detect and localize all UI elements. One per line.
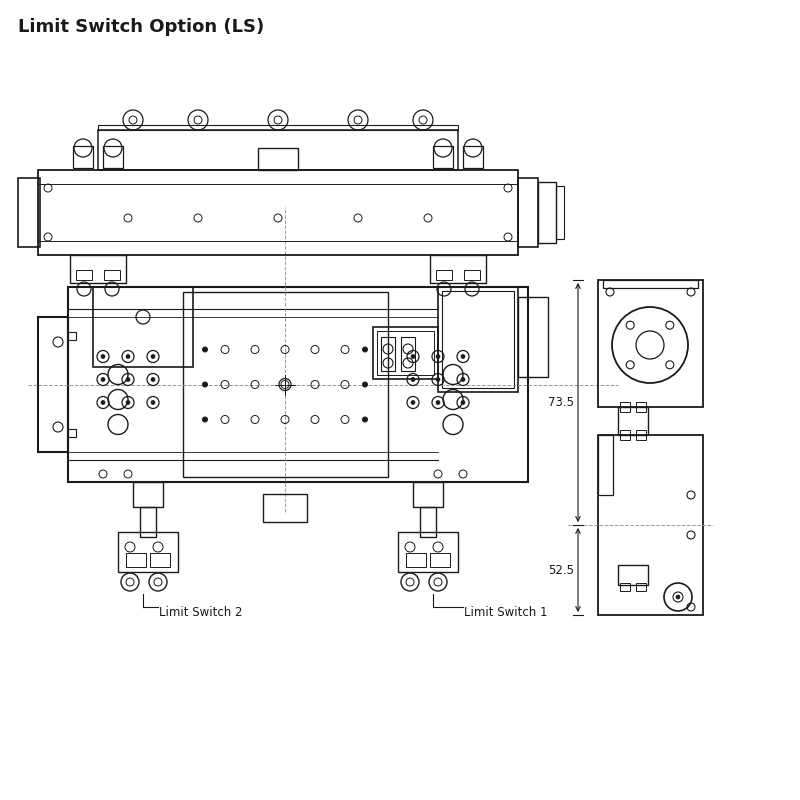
Bar bbox=[438, 287, 518, 392]
Circle shape bbox=[411, 354, 415, 358]
Bar bbox=[133, 482, 163, 507]
Bar bbox=[620, 430, 630, 440]
Circle shape bbox=[436, 401, 440, 405]
Bar bbox=[263, 494, 307, 522]
Bar bbox=[636, 583, 646, 591]
Bar bbox=[68, 429, 76, 437]
Circle shape bbox=[202, 347, 207, 352]
Bar bbox=[430, 553, 450, 567]
Bar bbox=[420, 507, 436, 537]
Circle shape bbox=[436, 378, 440, 382]
Circle shape bbox=[461, 354, 465, 358]
Circle shape bbox=[362, 347, 367, 352]
Bar bbox=[140, 507, 156, 537]
Text: Limit Switch Option (LS): Limit Switch Option (LS) bbox=[18, 18, 264, 36]
Bar bbox=[398, 532, 458, 572]
Bar bbox=[436, 270, 452, 280]
Circle shape bbox=[101, 401, 105, 405]
Bar bbox=[70, 255, 126, 283]
Circle shape bbox=[101, 378, 105, 382]
Bar bbox=[598, 280, 703, 407]
Circle shape bbox=[202, 417, 207, 422]
Bar bbox=[598, 435, 703, 615]
Circle shape bbox=[411, 378, 415, 382]
Bar bbox=[118, 532, 178, 572]
Text: Limit Switch 2: Limit Switch 2 bbox=[159, 606, 242, 619]
Bar bbox=[636, 430, 646, 440]
Bar bbox=[603, 280, 698, 288]
Bar bbox=[442, 291, 514, 388]
Bar bbox=[18, 178, 40, 247]
Bar bbox=[68, 287, 528, 482]
Text: Limit Switch 1: Limit Switch 1 bbox=[464, 606, 547, 619]
Circle shape bbox=[101, 354, 105, 358]
Bar bbox=[68, 332, 76, 340]
Circle shape bbox=[151, 401, 155, 405]
Bar bbox=[620, 402, 630, 412]
Bar bbox=[150, 553, 170, 567]
Bar bbox=[373, 327, 438, 379]
Bar bbox=[98, 125, 458, 130]
Circle shape bbox=[151, 354, 155, 358]
Bar bbox=[518, 178, 538, 247]
Bar bbox=[618, 407, 648, 435]
Bar bbox=[430, 255, 486, 283]
Circle shape bbox=[202, 382, 207, 387]
Circle shape bbox=[436, 354, 440, 358]
Bar bbox=[103, 146, 123, 168]
Bar bbox=[258, 148, 298, 170]
Bar bbox=[104, 270, 120, 280]
Bar bbox=[38, 170, 518, 255]
Circle shape bbox=[461, 378, 465, 382]
Bar bbox=[38, 317, 68, 452]
Bar bbox=[433, 146, 453, 168]
Bar bbox=[618, 565, 648, 585]
Circle shape bbox=[676, 595, 680, 599]
Circle shape bbox=[461, 401, 465, 405]
Bar bbox=[598, 435, 613, 495]
Bar bbox=[406, 553, 426, 567]
Circle shape bbox=[411, 401, 415, 405]
Bar bbox=[413, 482, 443, 507]
Bar bbox=[463, 146, 483, 168]
Bar bbox=[401, 337, 415, 371]
Circle shape bbox=[126, 354, 130, 358]
Bar bbox=[126, 553, 146, 567]
Circle shape bbox=[126, 378, 130, 382]
Bar bbox=[538, 182, 556, 243]
Bar bbox=[636, 402, 646, 412]
Bar bbox=[464, 270, 480, 280]
Circle shape bbox=[151, 378, 155, 382]
Bar bbox=[377, 331, 434, 375]
Text: 52.5: 52.5 bbox=[548, 563, 574, 577]
Bar bbox=[98, 130, 458, 170]
Bar bbox=[556, 186, 564, 239]
Bar bbox=[620, 583, 630, 591]
Bar bbox=[518, 297, 548, 377]
Text: 73.5: 73.5 bbox=[548, 396, 574, 409]
Circle shape bbox=[362, 382, 367, 387]
Bar bbox=[73, 146, 93, 168]
Bar bbox=[381, 337, 395, 371]
Bar bbox=[183, 292, 388, 477]
Bar bbox=[93, 287, 193, 367]
Circle shape bbox=[126, 401, 130, 405]
Bar bbox=[76, 270, 92, 280]
Circle shape bbox=[362, 417, 367, 422]
